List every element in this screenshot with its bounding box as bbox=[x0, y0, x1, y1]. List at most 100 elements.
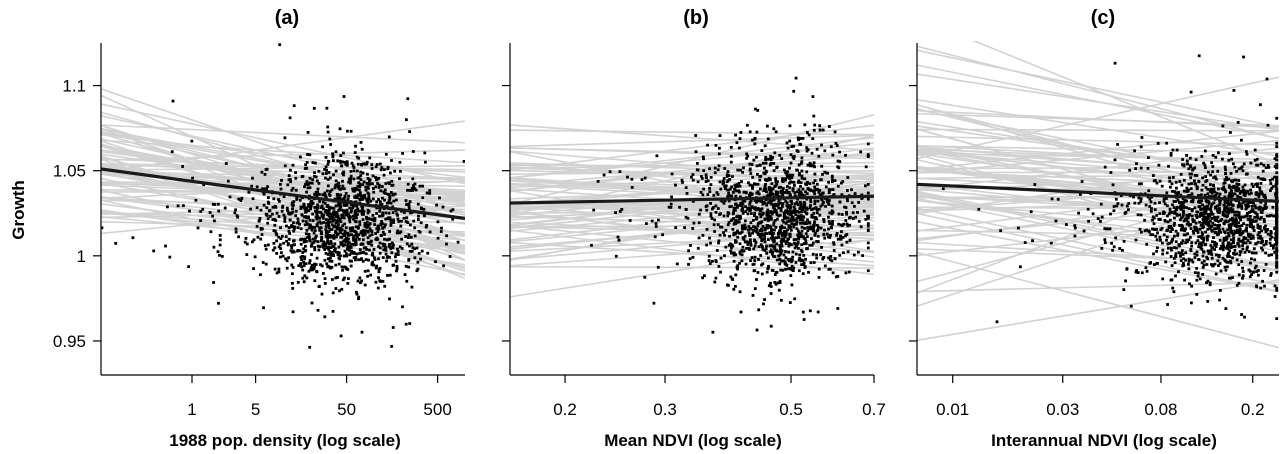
panel-a-data-point bbox=[345, 203, 349, 207]
panel-c-data-point bbox=[1163, 219, 1167, 222]
panel-a-data-point bbox=[378, 162, 382, 166]
panel-b-data-point bbox=[852, 253, 856, 257]
panel-a-data-point bbox=[304, 163, 307, 167]
panel-b-data-point bbox=[835, 234, 838, 237]
panel-b-data-point bbox=[762, 171, 766, 175]
panel-b-data-point bbox=[786, 228, 789, 232]
panel-b-data-point bbox=[695, 168, 699, 172]
panel-c-data-point bbox=[1260, 190, 1263, 194]
panel-a-data-point bbox=[208, 211, 212, 214]
panel-b-data-point bbox=[838, 253, 842, 257]
panel-a-data-point bbox=[311, 161, 315, 164]
panel-c-data-point bbox=[1148, 205, 1152, 208]
panel-a-data-point bbox=[323, 277, 327, 280]
panel-c-data-point bbox=[1113, 158, 1117, 162]
panel-b-data-point bbox=[768, 250, 772, 254]
panel-c-group-line bbox=[917, 144, 1279, 166]
panel-a-data-point bbox=[400, 237, 403, 241]
panel-a-data-point bbox=[380, 166, 384, 169]
panel-a-data-point bbox=[359, 231, 363, 235]
panel-a-data-point bbox=[399, 224, 403, 228]
panel-c-data-point bbox=[1174, 252, 1178, 256]
panel-b-data-point bbox=[805, 183, 808, 186]
panel-a-data-point bbox=[209, 230, 213, 234]
panel-a-data-point bbox=[365, 162, 369, 166]
panel-c-data-point bbox=[1158, 235, 1162, 239]
panel-b-data-point bbox=[820, 246, 823, 249]
panel-a-data-point bbox=[251, 176, 254, 180]
panel-c-data-point bbox=[1235, 182, 1239, 186]
panel-a-data-point bbox=[361, 218, 365, 221]
panel-a-data-point bbox=[294, 209, 298, 213]
panel-c-data-point bbox=[1211, 154, 1215, 157]
panel-a-data-point bbox=[359, 178, 363, 182]
panel-a-data-point bbox=[218, 253, 221, 257]
panel-a-data-point bbox=[354, 225, 358, 229]
panel-b-data-point bbox=[802, 215, 805, 219]
panel-c-data-point bbox=[1202, 215, 1206, 219]
panel-c-data-point bbox=[1187, 221, 1190, 224]
panel-b-data-point bbox=[802, 242, 806, 245]
panel-c-data-point bbox=[1200, 199, 1203, 203]
panel-c-data-point bbox=[1241, 185, 1245, 189]
panel-c-data-point bbox=[1242, 222, 1245, 225]
panel-a-data-point bbox=[290, 263, 294, 267]
panel-a-data-point bbox=[202, 183, 206, 187]
panel-c-data-point bbox=[1195, 216, 1199, 219]
panel-c-data-point bbox=[1218, 223, 1222, 227]
panel-c-data-point bbox=[1275, 230, 1279, 234]
panel-b-data-point bbox=[857, 250, 860, 254]
panel-a-data-point bbox=[280, 251, 283, 255]
panel-a-data-point bbox=[291, 249, 295, 253]
panel-c-data-point bbox=[1255, 215, 1259, 219]
panel-a-data-point bbox=[237, 235, 240, 239]
panel-a-data-point bbox=[368, 180, 371, 184]
panel-c-data-point bbox=[1262, 243, 1266, 247]
panel-b-data-point bbox=[773, 273, 777, 276]
panel-b-data-point bbox=[702, 169, 706, 172]
panel-a-data-point bbox=[352, 238, 355, 242]
panel-c-data-point bbox=[1259, 177, 1263, 181]
panel-c-data-point bbox=[1174, 274, 1177, 278]
panel-a-data-point bbox=[351, 206, 355, 210]
panel-a-data-point bbox=[291, 204, 295, 208]
panel-b-data-point bbox=[805, 247, 809, 250]
panel-b-data-point bbox=[722, 177, 726, 180]
panel-c-data-point bbox=[1260, 216, 1263, 219]
panel-a-data-point bbox=[322, 240, 326, 244]
panel-a-data-point bbox=[399, 169, 402, 173]
panel-b-data-point bbox=[776, 193, 779, 196]
panel-a-data-point bbox=[285, 239, 288, 243]
panel-c-data-point bbox=[1246, 189, 1249, 193]
panel-b-group-line bbox=[510, 142, 874, 179]
panel-b-data-point bbox=[774, 177, 777, 180]
panel-b-data-point bbox=[790, 243, 793, 246]
panel-a-data-point bbox=[327, 230, 331, 233]
panel-b-data-point bbox=[780, 244, 784, 248]
panel-a-data-point bbox=[434, 260, 437, 264]
panel-b-data-point bbox=[819, 204, 823, 208]
panel-b-data-point bbox=[772, 169, 776, 172]
panel-a-data-point bbox=[213, 203, 217, 206]
panel-b-data-point bbox=[729, 242, 732, 246]
panel-c-data-point bbox=[1170, 211, 1174, 214]
panel-c-data-point bbox=[1197, 258, 1201, 262]
panel-c-data-point bbox=[1185, 186, 1189, 190]
panel-a-data-point bbox=[216, 250, 220, 254]
panel-a-data-point bbox=[418, 230, 422, 234]
panel-a-data-point bbox=[385, 238, 389, 242]
panel-c-data-point bbox=[1275, 204, 1279, 208]
panel-a-data-point bbox=[272, 229, 276, 232]
panel-c-data-point bbox=[1265, 77, 1269, 81]
panel-a-data-point bbox=[171, 99, 175, 103]
panel-a-data-point bbox=[245, 253, 249, 256]
panel-c-data-point bbox=[1197, 194, 1200, 197]
panel-b-data-point bbox=[730, 243, 734, 247]
panel-c-data-point bbox=[1134, 270, 1138, 274]
panel-a-data-point bbox=[314, 263, 318, 266]
panel-c-data-point bbox=[1152, 179, 1156, 183]
panel-a-data-point bbox=[347, 216, 351, 220]
panel-c-data-point bbox=[1221, 248, 1225, 252]
panel-c-data-point bbox=[1225, 235, 1228, 239]
panel-a-data-point bbox=[271, 218, 275, 221]
